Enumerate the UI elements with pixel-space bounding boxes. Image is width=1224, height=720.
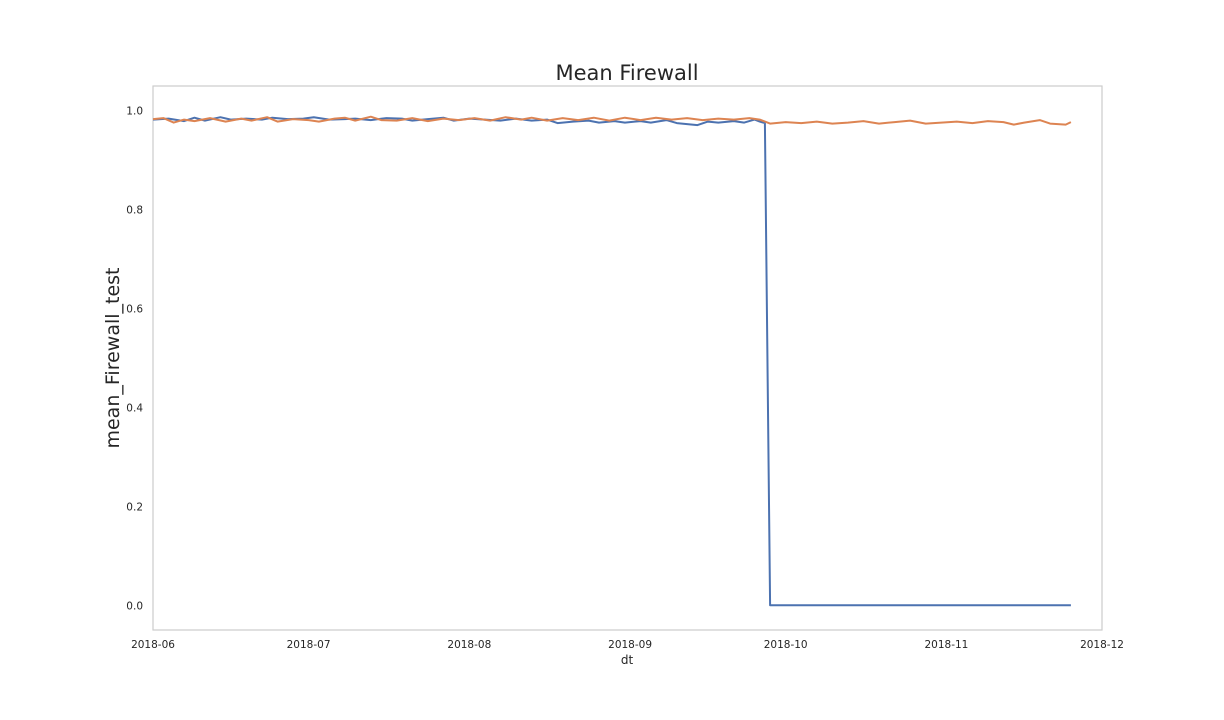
x-tick-label: 2018-07 xyxy=(287,639,331,651)
y-tick-label: 0.0 xyxy=(126,600,143,612)
y-axis-label: mean_Firewall_test xyxy=(102,267,124,448)
x-tick-label: 2018-06 xyxy=(131,639,175,651)
plot-area xyxy=(152,85,1103,631)
x-axis-label: dt xyxy=(621,653,634,667)
series-line-2 xyxy=(152,115,1072,126)
y-tick-label: 1.0 xyxy=(126,106,143,118)
x-axis-ticks: 2018-06 2018-07 2018-08 2018-09 2018-10 2018-… xyxy=(131,639,1124,651)
x-tick-label: 2018-09 xyxy=(608,639,652,651)
x-tick-label: 2018-12 xyxy=(1080,639,1124,651)
y-axis-ticks: 0.0 0.2 0.4 0.6 0.8 1.0 xyxy=(126,106,143,613)
y-tick-label: 0.2 xyxy=(126,501,143,513)
x-tick-label: 2018-11 xyxy=(924,639,968,651)
chart-title: Mean Firewall xyxy=(555,61,698,85)
axes-frame xyxy=(152,85,1103,631)
x-tick-label: 2018-10 xyxy=(764,639,808,651)
y-tick-label: 0.4 xyxy=(126,402,143,414)
y-tick-label: 0.8 xyxy=(126,205,143,217)
series-layer xyxy=(152,115,1072,607)
x-tick-label: 2018-08 xyxy=(447,639,491,651)
y-tick-label: 0.6 xyxy=(126,304,143,316)
